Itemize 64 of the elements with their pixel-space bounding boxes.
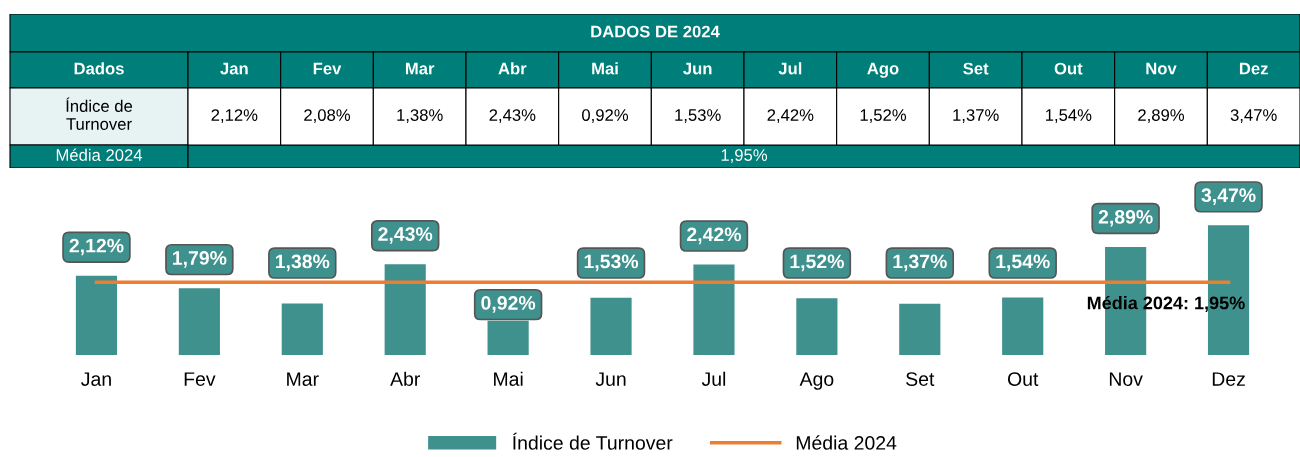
text: 3,47% bbox=[1230, 109, 1277, 123]
text: 2,89% bbox=[1138, 109, 1185, 123]
text: DADOS DE 2024 bbox=[591, 25, 720, 38]
category-label: Jan bbox=[220, 62, 248, 75]
bar bbox=[590, 297, 632, 355]
data-label: 1,53% bbox=[584, 254, 639, 272]
text: 1,52% bbox=[860, 109, 907, 123]
data-label: 1,37% bbox=[893, 254, 947, 272]
x-tick-label: Set bbox=[906, 372, 935, 386]
category-label: Jun bbox=[683, 62, 712, 75]
text: Média 2024 bbox=[56, 148, 143, 161]
data-label: 2,89% bbox=[1098, 209, 1153, 227]
data-label: 0,92% bbox=[481, 296, 536, 313]
x-tick-label: Out bbox=[1007, 372, 1039, 386]
text: 2,08% bbox=[304, 109, 351, 123]
x-tick-label: Fev bbox=[184, 372, 216, 386]
data-label: 3,47% bbox=[1201, 188, 1256, 205]
bar bbox=[384, 264, 426, 355]
data-label: 2,43% bbox=[378, 227, 433, 244]
data-label: 1,54% bbox=[996, 254, 1050, 272]
x-tick-label: Nov bbox=[1109, 372, 1143, 386]
text: 0,92% bbox=[582, 109, 629, 123]
bar bbox=[178, 288, 220, 355]
bar bbox=[75, 275, 118, 355]
category-label: Set bbox=[963, 62, 989, 75]
x-tick-label: Jan bbox=[81, 372, 111, 386]
text: 2,43% bbox=[489, 109, 536, 123]
text: 1,53% bbox=[675, 109, 721, 123]
x-tick-label: Jul bbox=[701, 371, 726, 386]
x-tick-label: Mar bbox=[287, 372, 319, 386]
category-label: Nov bbox=[1146, 62, 1177, 75]
category-label: Mai bbox=[592, 62, 618, 75]
text: 2,42% bbox=[767, 109, 814, 123]
bar bbox=[693, 264, 735, 355]
legend-label: Média 2024 bbox=[796, 435, 897, 450]
bar bbox=[1002, 297, 1044, 355]
category-label: Ago bbox=[867, 62, 899, 78]
bar bbox=[796, 298, 838, 355]
data-label: 2,42% bbox=[687, 227, 742, 245]
text: 1,38% bbox=[397, 109, 443, 123]
text: 1,37% bbox=[953, 109, 999, 123]
x-tick-label: Mai bbox=[494, 371, 523, 386]
category-label: Fev bbox=[313, 62, 342, 75]
text: Índice de Turnover bbox=[66, 97, 133, 130]
data-label: 1,79% bbox=[173, 251, 227, 268]
category-label: Abr bbox=[498, 62, 527, 75]
category-label: Mar bbox=[405, 62, 435, 75]
x-tick-label: Jun bbox=[595, 372, 626, 386]
x-tick-label: Ago bbox=[799, 372, 834, 390]
category-label: Out bbox=[1054, 62, 1083, 75]
text: 2,12% bbox=[211, 109, 258, 123]
bar bbox=[899, 303, 941, 355]
data-label: 1,38% bbox=[275, 254, 330, 272]
x-tick-label: Abr bbox=[390, 371, 421, 386]
category-label: Jul bbox=[778, 62, 802, 75]
legend-label: Índice de Turnover bbox=[513, 432, 673, 450]
text: Dados bbox=[74, 62, 124, 75]
text: 1,95% bbox=[721, 149, 768, 163]
x-tick-label: Dez bbox=[1212, 372, 1245, 386]
text: 1,54% bbox=[1045, 109, 1092, 123]
data-label: 2,12% bbox=[69, 238, 124, 256]
category-label: Dez bbox=[1239, 62, 1268, 75]
data-label: 1,52% bbox=[790, 254, 844, 272]
bar bbox=[281, 303, 323, 355]
